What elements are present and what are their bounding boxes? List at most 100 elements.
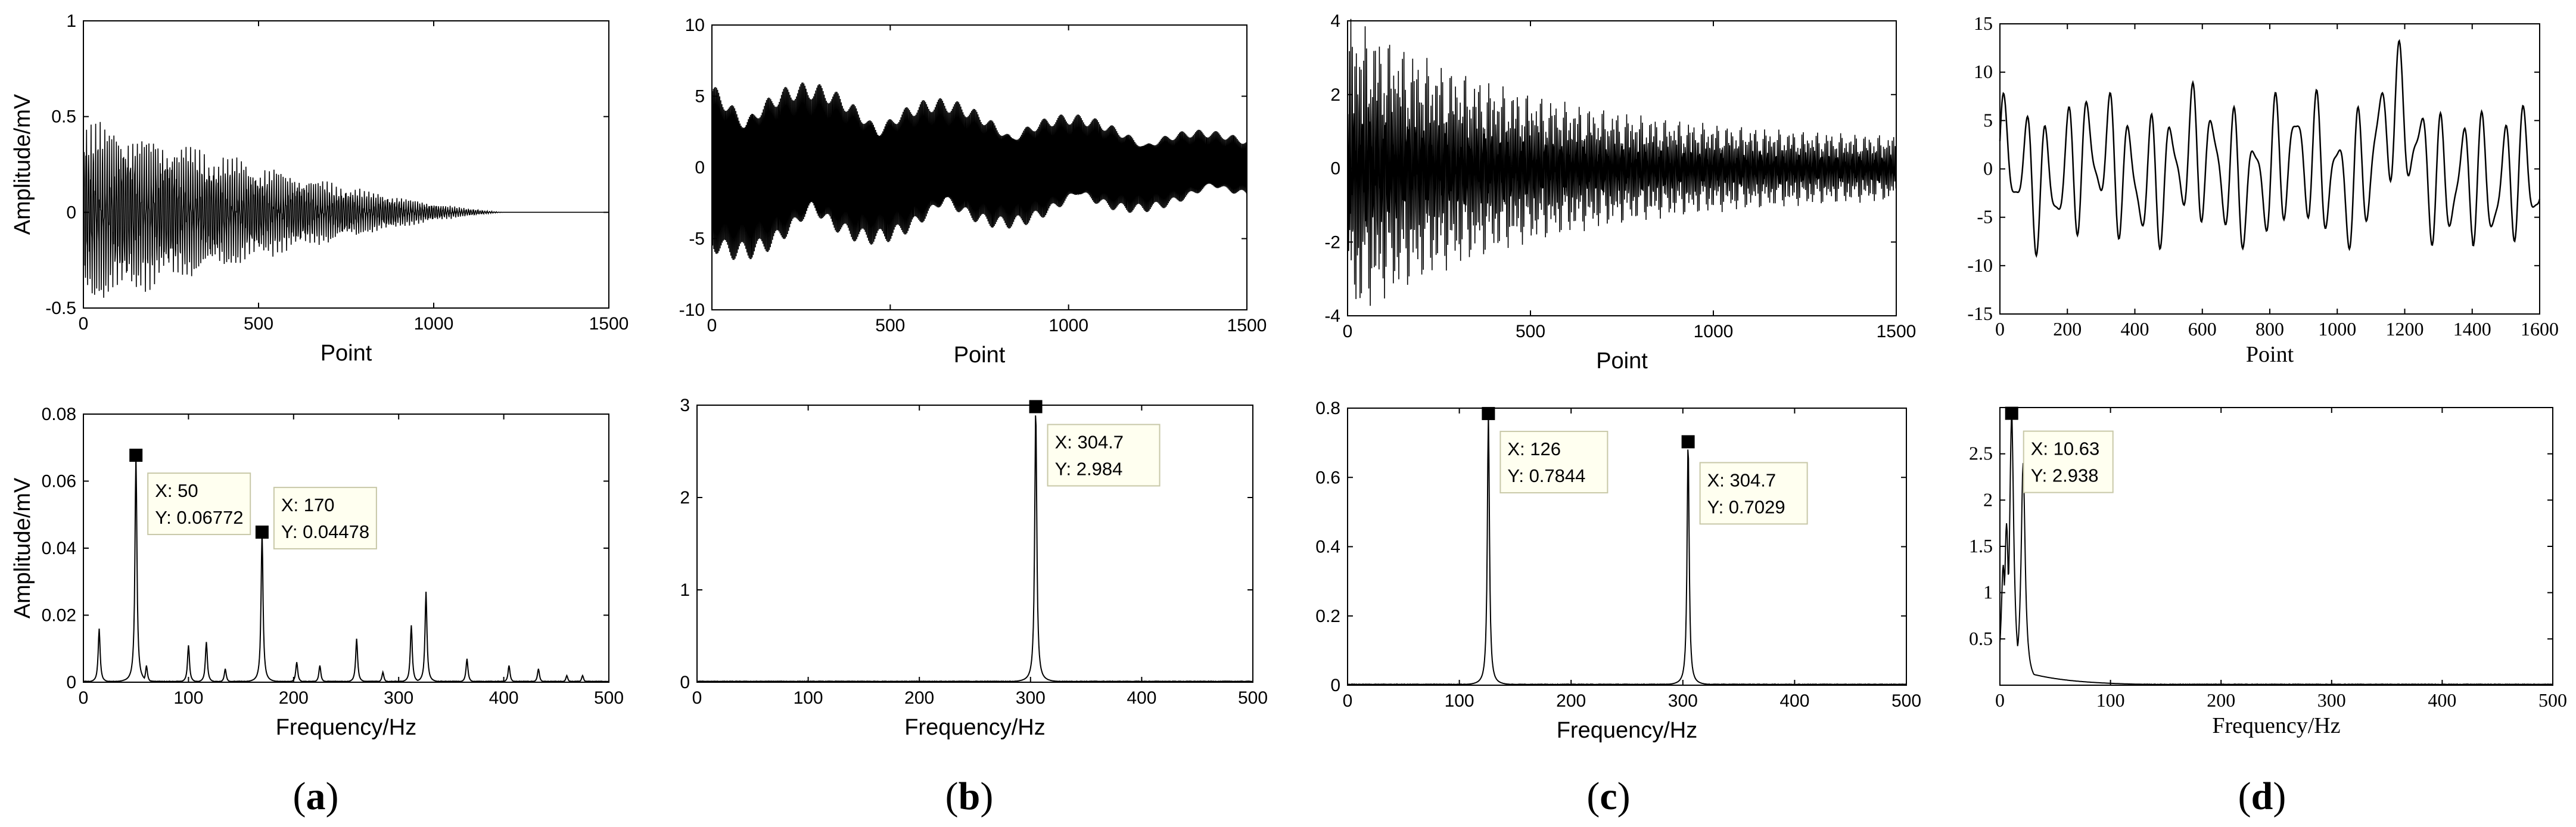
- datatip-y-text: Y: 0.06772: [155, 507, 243, 528]
- y-tick-label: 0.5: [1969, 627, 1993, 649]
- x-tick-label: 100: [794, 688, 823, 708]
- x-tick-label: 100: [173, 688, 203, 708]
- y-tick-label: 0: [1330, 159, 1340, 179]
- datatip-x-text: X: 126: [1507, 439, 1561, 459]
- y-tick-label: 1: [680, 580, 690, 600]
- x-tick-label: 500: [875, 316, 905, 335]
- datatip-marker[interactable]: [1029, 400, 1043, 414]
- datatip-y-text: Y: 2.938: [2031, 465, 2099, 486]
- datatip-x-text: X: 50: [155, 480, 198, 501]
- x-tick-label: 300: [384, 688, 413, 708]
- y-tick-label: 0: [1983, 158, 1993, 179]
- datatip-x-text: X: 10.63: [2031, 439, 2099, 459]
- y-tick-label: 0: [66, 673, 76, 692]
- y-tick-label: 0.5: [51, 107, 76, 127]
- y-tick-label: 1: [1983, 582, 1993, 603]
- x-tick-label: 1400: [2453, 318, 2491, 340]
- datatip-y-text: Y: 2.984: [1055, 458, 1123, 479]
- plot-frame: [1347, 408, 1907, 686]
- axes-d-spectrum: 0 100 200 300 400 500 0.5 1 1.5 2 2.5 Frequency/Hz X…: [1969, 406, 2567, 738]
- y-tick-label: 1: [66, 11, 76, 31]
- y-tick-label: 0.2: [1315, 607, 1340, 626]
- datatip-y-text: Y: 0.7029: [1707, 496, 1785, 517]
- x-axis-label: Point: [954, 343, 1006, 368]
- x-tick-label: 1500: [589, 314, 629, 334]
- x-tick-label: 500: [1238, 688, 1268, 708]
- y-tick-label: -5: [689, 229, 705, 249]
- x-tick-label: 1500: [1227, 316, 1267, 335]
- y-tick-label: 2: [1983, 489, 1993, 510]
- x-tick-label: 1000: [2318, 318, 2356, 340]
- signal-line: [1999, 39, 2541, 259]
- x-axis-label: Point: [321, 341, 372, 366]
- panel-label-d: (d): [2238, 775, 2286, 818]
- y-tick-label: 5: [1983, 109, 1993, 130]
- y-tick-label: 10: [685, 15, 705, 35]
- y-tick-label: 2: [680, 488, 690, 508]
- datatip-marker[interactable]: [1681, 435, 1695, 449]
- datatip-box: [1699, 462, 1808, 525]
- x-tick-label: 100: [2096, 689, 2125, 711]
- x-tick-label: 1600: [2521, 318, 2559, 340]
- datatip-x-text: X: 304.7: [1055, 431, 1124, 452]
- x-tick-label: 800: [2255, 318, 2284, 340]
- y-tick-label: -10: [1967, 254, 1993, 276]
- axes-b-time: 0 500 1000 1500 -10 -5 0 5 10 Point: [679, 15, 1267, 368]
- datatip-marker[interactable]: [129, 449, 143, 462]
- y-tick-label: 2.5: [1969, 443, 1993, 464]
- y-tick-label: 2: [1330, 85, 1340, 105]
- plot-frame: [1999, 23, 2540, 315]
- datatip-box: [1499, 431, 1609, 494]
- x-tick-label: 0: [707, 316, 717, 335]
- x-tick-label: 0: [79, 314, 89, 334]
- x-tick-label: 500: [1891, 691, 1921, 711]
- datatip-marker[interactable]: [2005, 406, 2018, 420]
- y-tick-label: -10: [679, 300, 705, 320]
- x-tick-label: 0: [1343, 691, 1353, 711]
- signal-line: [83, 122, 609, 298]
- y-tick-label: 0.04: [42, 539, 76, 558]
- datatip-box: [147, 472, 251, 536]
- spectrum-line: [83, 455, 609, 683]
- y-axis-label: Amplitude/mV: [10, 94, 35, 235]
- datatip-x-text: X: 170: [281, 495, 335, 515]
- x-tick-label: 400: [1127, 688, 1156, 708]
- axes-d-time: 0 200 400 600 800 1000 1200 1400 1600 -15 -10 -5 0 5 1…: [1967, 13, 2559, 367]
- y-tick-label: 0.4: [1315, 537, 1340, 557]
- x-tick-label: 200: [2207, 689, 2235, 711]
- x-tick-label: 400: [2121, 318, 2149, 340]
- datatip-marker[interactable]: [255, 526, 269, 539]
- x-tick-label: 0: [692, 688, 702, 708]
- y-tick-label: -5: [1977, 206, 1993, 228]
- x-tick-label: 300: [2317, 689, 2346, 711]
- y-tick-label: -2: [1324, 232, 1340, 252]
- axes-b-spectrum: 0 100 200 300 400 500 0 1 2 3 Frequency/Hz X: 304.7…: [680, 396, 1268, 740]
- x-tick-label: 400: [1779, 691, 1809, 711]
- y-tick-label: 1.5: [1969, 535, 1993, 556]
- x-tick-label: 500: [2538, 689, 2567, 711]
- x-tick-label: 500: [594, 688, 624, 708]
- datatip-marker[interactable]: [1482, 407, 1495, 421]
- panel-label-c: (c): [1586, 775, 1630, 818]
- y-tick-label: 10: [1974, 61, 1993, 82]
- x-axis-label: Point: [2246, 342, 2294, 367]
- panel-label-a: (a): [293, 775, 339, 818]
- datatip-x-text: X: 304.7: [1707, 470, 1776, 490]
- axes-c-spectrum: 0 100 200 300 400 500 0 0.2 0.4 0.6 0.8 Frequency/H…: [1315, 399, 1921, 743]
- x-axis-label: Point: [1596, 349, 1648, 374]
- x-tick-label: 200: [1556, 691, 1586, 711]
- x-tick-label: 300: [1016, 688, 1046, 708]
- y-tick-label: 0.6: [1315, 468, 1340, 487]
- spectrum-line: [1347, 414, 1907, 686]
- y-tick-label: 0: [680, 673, 690, 692]
- axes-c-time: 0 500 1000 1500 -4 -2 0 2 4 Point: [1324, 11, 1916, 374]
- y-tick-label: 0.02: [42, 606, 76, 626]
- y-tick-label: 0.8: [1315, 399, 1340, 418]
- x-axis-label: Frequency/Hz: [2212, 713, 2340, 738]
- x-tick-label: 200: [904, 688, 934, 708]
- x-tick-label: 100: [1445, 691, 1474, 711]
- x-tick-label: 400: [489, 688, 519, 708]
- panel-label-b: (b): [945, 775, 994, 818]
- y-tick-label: 5: [695, 87, 705, 107]
